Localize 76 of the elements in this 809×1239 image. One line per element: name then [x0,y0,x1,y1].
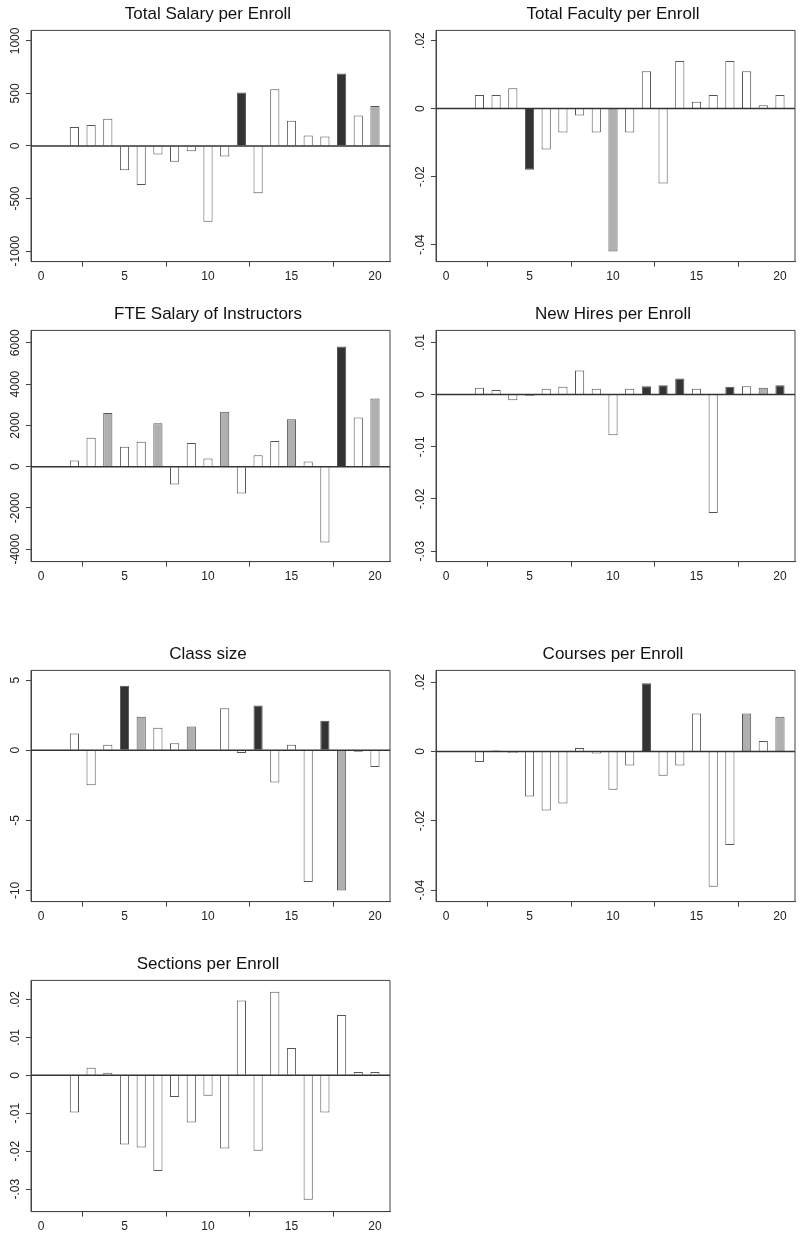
x-tick-label: 0 [37,1219,45,1234]
x-tick-label: 15 [284,909,299,924]
x-tick-label: 10 [201,909,215,924]
x-tick-label: 5 [121,909,129,924]
y-tick-label: -.02 [413,488,428,510]
x-tick-label: 5 [526,909,534,924]
x-tick-label: 15 [689,569,704,584]
x-tick-label: 15 [284,1219,299,1234]
y-tick-label: 1000 [8,27,23,55]
chart-title: New Hires per Enroll [535,303,691,323]
x-tick-label: 10 [606,569,620,584]
y-tick-label: -5 [8,814,23,826]
chart-title: FTE Salary of Instructors [114,303,302,323]
y-tick-label: .02 [413,673,428,691]
y-tick-label: -.01 [8,1102,23,1124]
y-tick-label: 6000 [8,329,23,357]
x-tick-label: 20 [773,909,787,924]
y-tick-label: 0 [8,142,23,150]
x-tick-label: 0 [37,909,45,924]
y-tick-label: -.02 [413,810,428,832]
y-tick-label: 0 [413,390,428,398]
y-tick-label: 0 [413,747,428,755]
x-tick-label: 15 [689,269,704,284]
y-tick-label: .01 [413,333,428,351]
y-tick-label: 0 [8,462,23,470]
y-tick-label: 2000 [8,411,23,439]
x-tick-label: 10 [201,269,215,284]
y-tick-label: -2000 [8,492,23,524]
x-tick-label: 10 [606,269,620,284]
y-tick-label: -.03 [8,1178,23,1200]
x-tick-label: 15 [689,909,704,924]
y-tick-label: .02 [413,31,428,49]
x-tick-label: 20 [773,269,787,284]
y-tick-label: 0 [8,746,23,754]
y-tick-label: -.04 [413,879,428,901]
x-tick-label: 10 [201,1219,215,1234]
y-tick-label: 4000 [8,370,23,398]
y-tick-label: -.02 [413,165,428,187]
x-tick-label: 5 [121,269,129,284]
x-tick-label: 20 [368,269,382,284]
chart-title: Sections per Enroll [136,953,280,973]
chart-title: Class size [169,643,247,663]
x-tick-label: 0 [442,569,450,584]
y-tick-label: -.02 [8,1140,23,1162]
x-tick-label: 5 [526,569,534,584]
x-tick-label: 0 [37,569,45,584]
y-tick-label: .01 [8,1028,23,1046]
x-tick-label: 20 [773,569,787,584]
y-tick-label: -1000 [8,235,23,267]
x-tick-label: 0 [442,909,450,924]
x-tick-label: 20 [368,1219,382,1234]
x-tick-label: 10 [201,569,215,584]
x-tick-label: 5 [121,1219,129,1234]
y-tick-label: -.03 [413,540,428,562]
y-tick-label: -10 [8,881,23,900]
chart-title: Courses per Enroll [542,643,684,663]
y-tick-label: -500 [8,186,23,211]
x-tick-label: 0 [442,269,450,284]
y-tick-label: -.01 [413,436,428,458]
y-tick-label: -.04 [413,233,428,255]
y-tick-label: -4000 [8,533,23,565]
y-tick-label: 500 [8,83,23,104]
y-tick-label: .02 [8,990,23,1008]
y-tick-label: 0 [8,1071,23,1079]
x-tick-label: 5 [121,569,129,584]
x-tick-label: 15 [284,269,299,284]
x-tick-label: 0 [37,269,45,284]
x-tick-label: 20 [368,909,382,924]
chart-title: Total Faculty per Enroll [526,3,700,23]
x-tick-label: 5 [526,269,534,284]
chart-title: Total Salary per Enroll [124,3,292,23]
x-tick-label: 10 [606,909,620,924]
x-tick-label: 15 [284,569,299,584]
y-tick-label: 0 [413,104,428,112]
x-tick-label: 20 [368,569,382,584]
y-tick-label: 5 [8,676,23,684]
